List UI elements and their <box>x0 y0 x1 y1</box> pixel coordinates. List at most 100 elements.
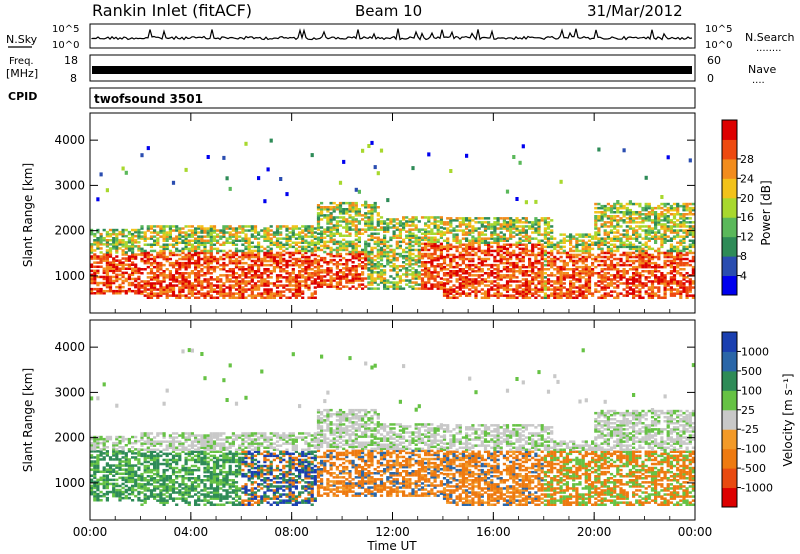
data-cell <box>282 237 286 240</box>
data-cell <box>594 206 598 210</box>
data-cell <box>383 234 387 237</box>
data-cell <box>383 250 387 254</box>
data-cell <box>688 217 692 220</box>
data-cell <box>115 255 119 258</box>
data-cell <box>398 228 402 231</box>
data-cell <box>367 220 371 223</box>
data-cell <box>156 237 160 240</box>
data-cell <box>263 199 267 204</box>
data-cell <box>553 247 557 251</box>
data-cell <box>676 257 680 261</box>
data-cell <box>90 245 94 248</box>
data-cell <box>200 294 204 297</box>
data-cell <box>534 221 538 224</box>
data-cell <box>408 258 412 262</box>
data-cell <box>616 237 620 240</box>
data-cell <box>187 272 191 275</box>
data-cell <box>197 270 201 273</box>
data-cell <box>543 257 547 261</box>
data-cell <box>389 265 393 268</box>
data-cell <box>427 248 431 252</box>
data-cell <box>562 241 566 244</box>
data-cell <box>442 259 447 263</box>
data-cell <box>194 253 198 257</box>
data-cell <box>178 249 182 253</box>
data-cell <box>490 223 494 226</box>
data-cell <box>559 268 563 271</box>
data-cell <box>597 227 601 230</box>
data-cell <box>127 239 131 242</box>
data-cell <box>178 229 182 232</box>
data-cell <box>257 259 261 263</box>
data-cell <box>149 282 154 285</box>
data-cell <box>493 292 497 295</box>
data-cell <box>682 239 686 242</box>
data-cell <box>338 287 343 290</box>
data-cell <box>433 285 437 288</box>
data-cell <box>241 294 245 297</box>
data-cell <box>263 233 267 236</box>
data-cell <box>499 270 503 273</box>
data-cell <box>632 229 636 232</box>
data-cell <box>194 284 198 287</box>
data-cell <box>663 229 667 232</box>
data-cell <box>553 268 557 271</box>
data-cell <box>171 280 176 283</box>
data-cell <box>291 231 295 234</box>
data-cell <box>635 239 639 242</box>
data-cell <box>597 215 601 218</box>
data-cell <box>553 257 557 261</box>
data-cell <box>622 274 626 277</box>
data-cell <box>505 251 510 255</box>
data-cell <box>272 231 276 234</box>
data-cell <box>342 277 346 280</box>
data-cell <box>672 278 677 281</box>
data-cell <box>493 284 497 287</box>
data-cell <box>537 270 541 273</box>
data-cell <box>632 284 636 287</box>
data-cell <box>244 261 248 265</box>
data-cell <box>105 277 109 281</box>
data-cell <box>250 294 254 297</box>
data-cell <box>294 251 298 255</box>
data-cell <box>184 245 188 249</box>
data-cell <box>310 268 314 271</box>
data-cell <box>250 225 254 228</box>
data-cell <box>257 233 261 236</box>
data-cell <box>632 276 636 279</box>
data-cell <box>669 259 673 263</box>
data-cell <box>379 271 384 274</box>
data-cell <box>650 296 655 299</box>
data-cell <box>644 249 648 253</box>
data-cell <box>228 259 232 263</box>
data-cell <box>417 258 421 262</box>
data-cell <box>465 257 469 261</box>
data-cell <box>606 282 610 285</box>
data-cell <box>134 277 138 281</box>
data-cell <box>663 253 667 257</box>
data-cell <box>159 245 163 249</box>
data-cell <box>348 228 352 231</box>
nave-dots: .... <box>752 75 765 86</box>
data-cell <box>546 280 551 283</box>
data-cell <box>398 287 402 290</box>
data-cell <box>238 225 242 228</box>
data-cell <box>666 235 670 238</box>
data-cell <box>354 238 358 242</box>
data-cell <box>143 268 147 271</box>
data-cell <box>153 282 157 285</box>
data-cell <box>509 278 513 281</box>
data-cell <box>531 261 535 265</box>
data-cell <box>682 204 686 208</box>
data-cell <box>433 244 437 248</box>
data-cell <box>354 277 358 280</box>
data-cell <box>606 251 610 255</box>
data-cell <box>367 281 371 284</box>
data-cell <box>181 265 185 269</box>
data-cell <box>569 247 573 251</box>
data-cell <box>528 237 532 240</box>
data-cell <box>427 242 431 246</box>
data-cell <box>149 261 154 265</box>
data-cell <box>609 259 614 263</box>
data-cell <box>461 280 465 283</box>
